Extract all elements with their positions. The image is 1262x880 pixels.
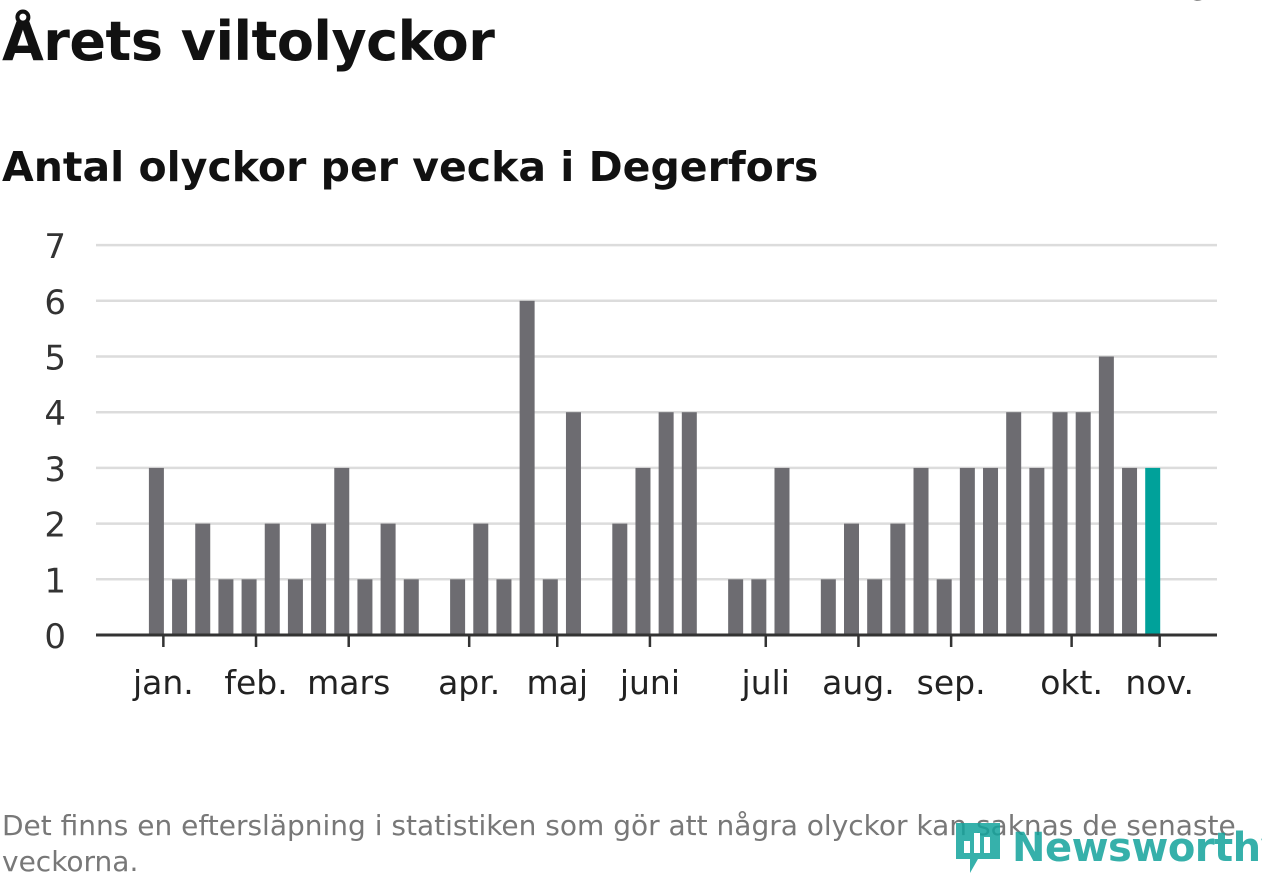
x-tick-label: jan. [132, 663, 194, 702]
x-tick-label: mars [307, 663, 390, 702]
x-tick-label: maj [526, 663, 588, 702]
bar [218, 579, 234, 635]
newsworthy-logo-text: Newsworthy [1012, 825, 1262, 871]
bar [195, 523, 211, 635]
bar [658, 412, 674, 635]
bar [1029, 467, 1045, 635]
bar [380, 523, 396, 635]
gridlines [96, 243, 1217, 581]
bar [1122, 467, 1138, 635]
bar [519, 300, 535, 635]
y-tick-label: 6 [44, 283, 66, 323]
bar [473, 523, 489, 635]
bar [172, 579, 188, 635]
bar [774, 467, 790, 635]
x-tick-label: juni [619, 663, 680, 702]
x-tick-label: sep. [917, 663, 986, 702]
bar [264, 523, 280, 635]
x-tick-label: feb. [224, 663, 287, 702]
y-tick-label: 7 [44, 227, 66, 267]
bar [1145, 467, 1161, 635]
bar [542, 579, 558, 635]
bar [820, 579, 836, 635]
bar [496, 579, 512, 635]
bar [844, 523, 859, 635]
bar [728, 579, 744, 635]
bar [635, 467, 651, 635]
x-tick-label: okt. [1040, 663, 1103, 702]
y-tick-label: 0 [44, 617, 66, 657]
x-axis-labels: jan. feb. mars apr. maj juni juli aug. sep. okt. n… [132, 635, 1194, 702]
bar [913, 467, 929, 635]
x-tick-label: nov. [1125, 663, 1194, 702]
bars [148, 300, 1161, 635]
bar [612, 523, 628, 635]
footnote: Det finns en eftersläpning i statistiken… [2, 809, 1236, 878]
bar [1006, 412, 1022, 635]
bar [1098, 356, 1114, 635]
x-tick-label: aug. [822, 663, 895, 702]
x-tick-label: juli [741, 663, 790, 702]
bar [403, 579, 419, 635]
bar [890, 523, 906, 635]
bar [565, 412, 581, 635]
bar [867, 579, 883, 635]
data-labels: 3 [1190, 0, 1208, 7]
chart-subtitle: Antal olyckor per vecka i Degerfors [2, 143, 819, 191]
y-tick-label: 4 [44, 394, 66, 434]
x-tick-label: apr. [438, 663, 500, 702]
y-tick-label: 1 [44, 561, 66, 601]
newsworthy-logo: Newsworthy [952, 818, 1262, 878]
data-label: 3 [1190, 0, 1208, 7]
bar [287, 579, 303, 635]
bar [334, 467, 350, 635]
bar [959, 467, 975, 635]
bar [148, 467, 164, 635]
bar [450, 579, 466, 635]
bar [983, 467, 999, 635]
bar [311, 523, 327, 635]
bar [241, 579, 257, 635]
y-tick-label: 2 [44, 506, 66, 546]
bar [1052, 412, 1068, 635]
chart-title: Årets viltolyckor [2, 10, 495, 73]
y-axis-labels: 0 1 2 3 4 5 6 7 [44, 227, 66, 657]
bar [751, 579, 767, 635]
y-tick-label: 3 [44, 450, 66, 490]
y-tick-label: 5 [44, 339, 66, 379]
bar [681, 412, 697, 635]
bar [357, 579, 373, 635]
newsworthy-logo-icon [956, 823, 1000, 873]
bar [1075, 412, 1091, 635]
bar [936, 579, 952, 635]
